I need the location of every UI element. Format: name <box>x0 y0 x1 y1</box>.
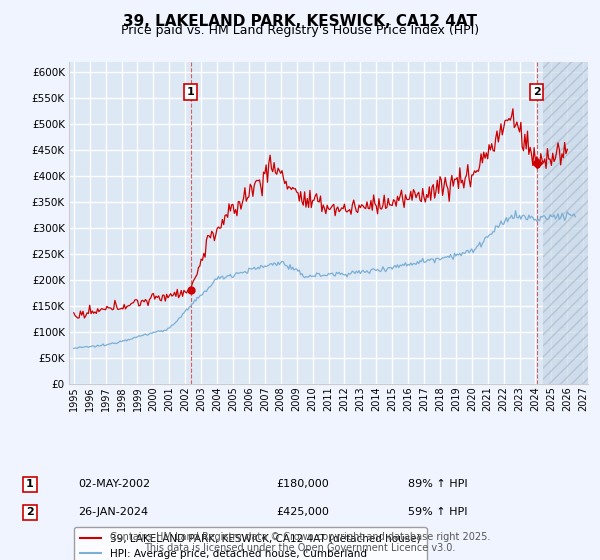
Text: 59% ↑ HPI: 59% ↑ HPI <box>408 507 467 517</box>
Text: 39, LAKELAND PARK, KESWICK, CA12 4AT: 39, LAKELAND PARK, KESWICK, CA12 4AT <box>123 14 477 29</box>
Text: 1: 1 <box>26 479 34 489</box>
Text: £180,000: £180,000 <box>276 479 329 489</box>
Text: 2: 2 <box>26 507 34 517</box>
Text: 02-MAY-2002: 02-MAY-2002 <box>78 479 150 489</box>
Text: Contains HM Land Registry data © Crown copyright and database right 2025.
This d: Contains HM Land Registry data © Crown c… <box>110 531 490 553</box>
Text: 2: 2 <box>533 87 541 97</box>
Bar <box>544 62 588 384</box>
Text: 26-JAN-2024: 26-JAN-2024 <box>78 507 148 517</box>
Text: £425,000: £425,000 <box>276 507 329 517</box>
Text: 89% ↑ HPI: 89% ↑ HPI <box>408 479 467 489</box>
Text: Price paid vs. HM Land Registry's House Price Index (HPI): Price paid vs. HM Land Registry's House … <box>121 24 479 37</box>
Text: 1: 1 <box>187 87 194 97</box>
Legend: 39, LAKELAND PARK, KESWICK, CA12 4AT (detached house), HPI: Average price, detac: 39, LAKELAND PARK, KESWICK, CA12 4AT (de… <box>74 528 427 560</box>
